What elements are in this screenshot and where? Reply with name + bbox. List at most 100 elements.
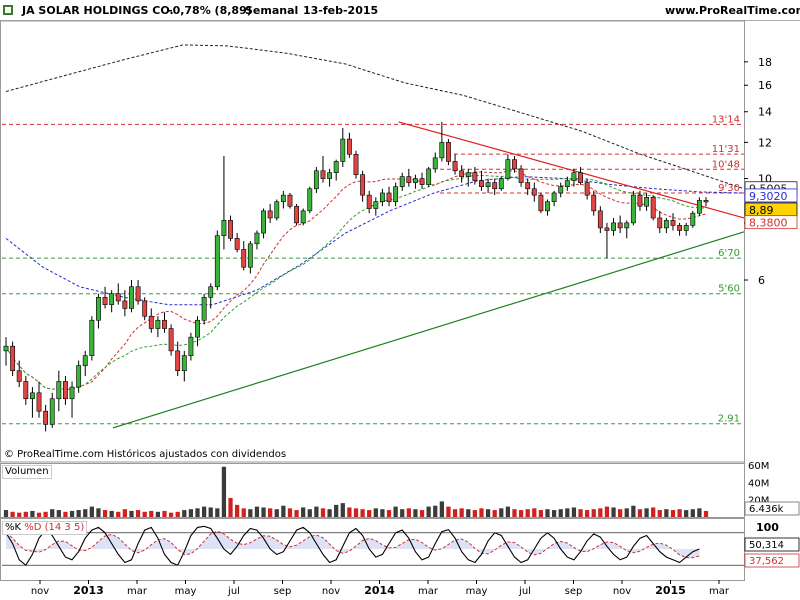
legend-ma200[interactable]: MM (Simple 200) (38, 21, 129, 35)
volume-bar (585, 510, 590, 517)
volume-bar (505, 506, 511, 517)
legend-ma50[interactable]: MM (Simple 50) (129, 21, 215, 35)
volume-bar (102, 510, 108, 517)
candle-body (3, 345, 9, 352)
stochastic-panel-label[interactable]: %K %D (14 3 5) (2, 521, 88, 535)
price-tag-box-2 (744, 202, 798, 217)
candle-body (76, 365, 82, 388)
candle-body (525, 182, 531, 190)
volume-panel-label[interactable]: Volumen (2, 465, 52, 479)
volume-bar (479, 508, 484, 517)
stoch-d-tag-label: 37,562 (749, 556, 784, 567)
candle-body (670, 220, 676, 226)
candle-body (274, 201, 280, 219)
candle-body (373, 201, 379, 209)
candle-body (683, 225, 689, 231)
volume-bar (406, 508, 411, 517)
title-bar: JA SOLAR HOLDINGS CO. -0,78% (8,89) Sema… (0, 0, 800, 21)
logo-inner (5, 7, 11, 13)
volume-bar (89, 506, 94, 517)
volume-bar (446, 506, 451, 517)
volume-bar (327, 509, 332, 517)
candle-body (247, 243, 253, 268)
stoch-d-label: %D (14 3 5) (24, 522, 85, 533)
candle-body (505, 159, 511, 179)
volume-bar (254, 506, 260, 517)
y-tick-label-3: 12 (758, 136, 772, 149)
candle-body (56, 381, 62, 400)
volume-bar (644, 508, 649, 517)
candle-body (551, 192, 557, 203)
legend-ma26[interactable]: MM (Simple 26) (300, 21, 385, 35)
x-tick-label-4: jul (227, 586, 240, 597)
volume-bar (3, 510, 9, 517)
volume-bar (274, 509, 279, 517)
volume-bar (452, 509, 458, 517)
level-label-3: 9'30 (718, 183, 740, 194)
volume-bar (287, 508, 293, 517)
candle-body (558, 186, 564, 194)
x-tick-label-12: nov (613, 586, 631, 597)
candle-body (294, 205, 299, 224)
candle-body (340, 138, 346, 162)
x-tick-label-11: sep (565, 586, 583, 597)
trendline-support (112, 231, 745, 429)
candle-body (630, 194, 636, 224)
price-tag-box-1 (744, 188, 798, 203)
candle-body (168, 328, 174, 352)
candle-body (439, 142, 445, 159)
x-tick-label-3: may (175, 586, 197, 597)
volume-bar (651, 507, 656, 517)
volume-bar (677, 509, 682, 517)
candle-body (287, 194, 293, 207)
legend-ma13[interactable]: MM (Simple 13) (215, 21, 300, 35)
y-tick-label-6: 18 (758, 56, 772, 69)
level-label-4: 6'70 (718, 248, 740, 259)
x-tick-label-8: mar (418, 586, 439, 597)
candle-body (617, 222, 623, 229)
ma200-line (5, 44, 745, 190)
stoch-d-line (5, 530, 700, 559)
candle-body (69, 386, 75, 400)
volume-bar (201, 506, 207, 517)
volume-bar (208, 507, 213, 517)
candle-body (267, 210, 273, 219)
price-change: -0,78% (8,89) (168, 4, 252, 17)
volume-bar (122, 509, 127, 517)
volume-bar (43, 511, 48, 517)
candle-body (611, 222, 616, 231)
stoch-tick-label: 100 (756, 521, 779, 534)
volume-bar (380, 509, 385, 517)
candle-body (49, 398, 55, 425)
volume-bar (433, 505, 438, 517)
candle-body (129, 286, 134, 309)
volume-bar (188, 509, 194, 517)
candle-body (472, 172, 478, 181)
candle-body (353, 153, 359, 175)
candle-body (386, 192, 392, 203)
volume-bar (538, 510, 544, 517)
volume-bar (149, 510, 154, 517)
candle-body (584, 182, 590, 196)
candle-body (234, 238, 240, 250)
volume-bar (261, 507, 266, 517)
volume-bar (604, 506, 610, 517)
candle-body (538, 194, 544, 212)
x-tick-label-14: mar (709, 586, 730, 597)
stoch-k-line (5, 525, 700, 567)
legend-price[interactable]: Precio (1, 21, 38, 35)
candle-body (346, 138, 352, 155)
volume-bar (268, 508, 273, 517)
volume-bar (142, 511, 147, 517)
volume-bar (578, 509, 583, 517)
candle-body (465, 172, 471, 177)
stoch-fill (6, 531, 700, 558)
volume-bar (367, 510, 372, 517)
volume-bar (248, 509, 253, 517)
volume-bar (10, 511, 15, 517)
volume-bar (413, 509, 418, 517)
volume-bar (624, 508, 629, 517)
volume-bar (30, 510, 35, 517)
candle-body (360, 174, 366, 196)
